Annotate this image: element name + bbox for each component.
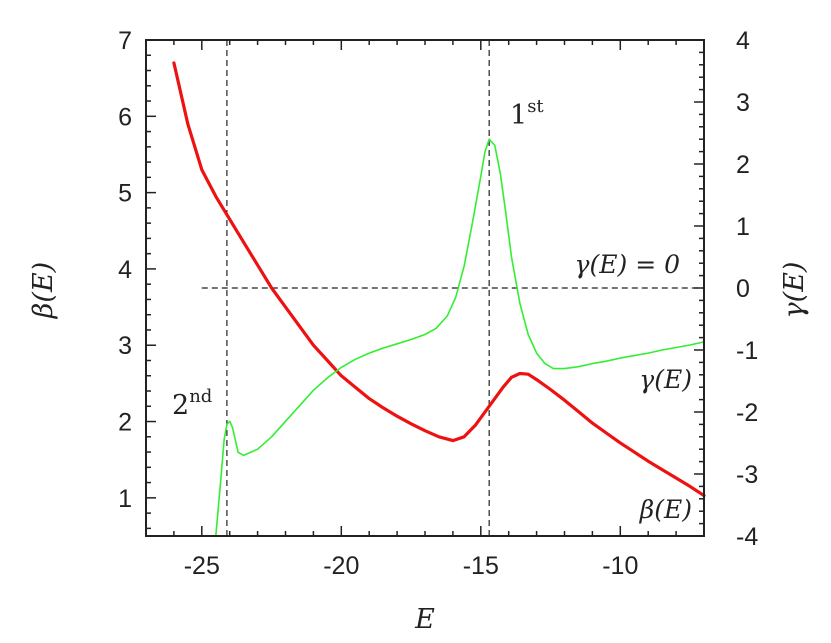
beta-series-label: β(E)	[639, 495, 692, 524]
y2-tick-label: 3	[736, 89, 750, 117]
gamma-series-label: γ(E)	[639, 365, 692, 394]
y2-tick-label: 1	[736, 213, 750, 241]
y2-axis-title: γ(E)	[779, 262, 810, 319]
x-tick-label: -25	[184, 552, 220, 580]
first-resonance-label: 1st	[510, 96, 544, 131]
y2-tick-label: 2	[736, 151, 750, 179]
y-tick-label: 2	[118, 409, 132, 437]
x-tick-label: -10	[602, 552, 638, 580]
ticks	[146, 40, 704, 536]
x-axis-title: E	[414, 604, 435, 635]
first-resonance-sup: st	[527, 96, 544, 117]
y-axis-title: β(E)	[28, 262, 59, 319]
y2-tick-label: 0	[736, 275, 750, 303]
beta-series-line	[172, 61, 706, 498]
second-resonance-sup: nd	[189, 386, 212, 407]
y-tick-label: 7	[118, 27, 132, 55]
guide-lines	[201, 40, 704, 536]
y-tick-label: 1	[118, 485, 132, 513]
y2-tick-label: -4	[736, 523, 758, 551]
gamma-series-line	[215, 138, 705, 537]
gamma-zero-label: γ(E) = 0	[575, 250, 681, 279]
plot-series	[172, 61, 706, 537]
x-tick-label: -15	[463, 552, 499, 580]
y2-tick-label: -1	[736, 337, 758, 365]
y-tick-label: 6	[118, 103, 132, 131]
first-resonance-base: 1	[510, 100, 527, 131]
x-tick-label: -20	[323, 552, 359, 580]
y-tick-label: 5	[118, 180, 132, 208]
y2-tick-label: 4	[736, 27, 750, 55]
second-resonance-label: 2nd	[172, 386, 212, 421]
y-tick-label: 3	[118, 332, 132, 360]
y2-tick-label: -2	[736, 399, 758, 427]
y2-tick-label: -3	[736, 461, 758, 489]
y-tick-label: 4	[118, 256, 132, 284]
second-resonance-base: 2	[172, 390, 189, 421]
